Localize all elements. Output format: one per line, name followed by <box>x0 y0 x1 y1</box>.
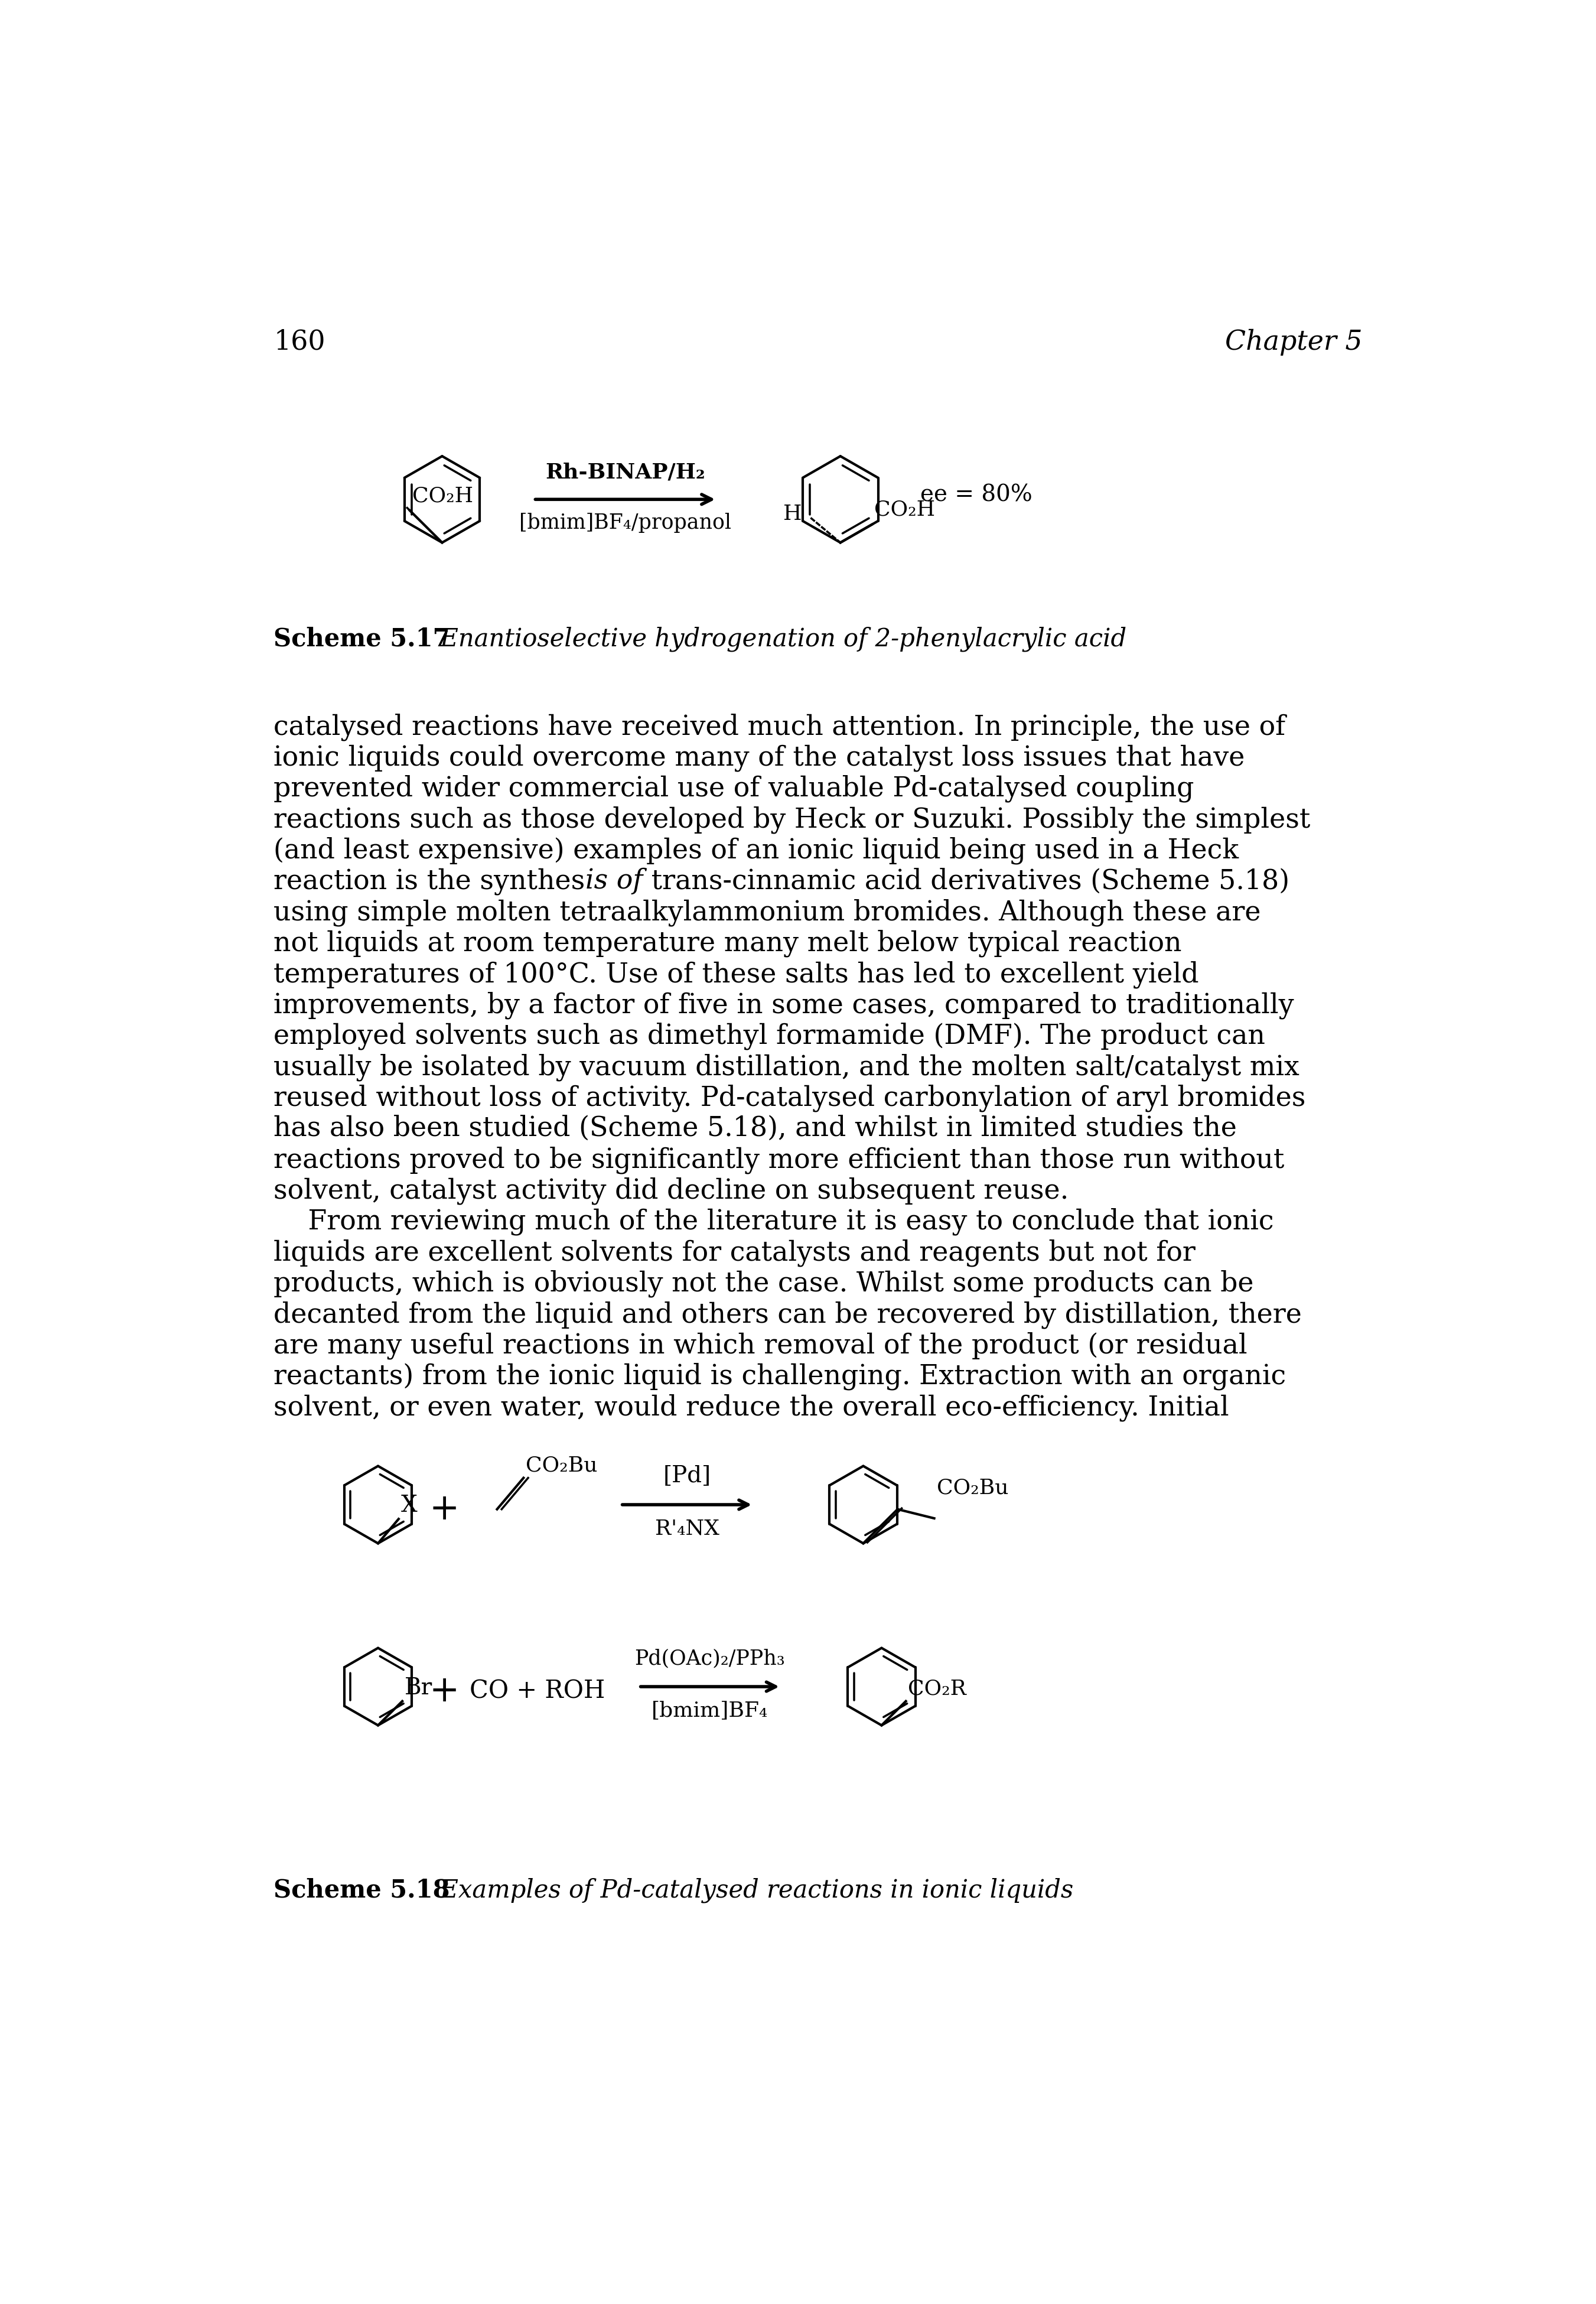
Text: CO₂Bu: CO₂Bu <box>937 1477 1009 1498</box>
Text: products, which is obviously not the case. Whilst some products can be: products, which is obviously not the cas… <box>273 1270 1254 1297</box>
Text: CO + ROH: CO + ROH <box>469 1680 605 1703</box>
Text: ee = 80%: ee = 80% <box>921 484 1033 507</box>
Text: Chapter 5: Chapter 5 <box>1224 329 1363 355</box>
Text: From reviewing much of the literature it is easy to conclude that ionic: From reviewing much of the literature it… <box>273 1207 1274 1235</box>
Text: liquids are excellent solvents for catalysts and reagents but not for: liquids are excellent solvents for catal… <box>273 1240 1195 1267</box>
Text: Br: Br <box>405 1677 433 1698</box>
Text: is of: is of <box>586 869 643 894</box>
Text: (and least expensive) examples of an ionic liquid being used in a Heck: (and least expensive) examples of an ion… <box>273 836 1238 864</box>
Text: Pd(OAc)₂/PPh₃: Pd(OAc)₂/PPh₃ <box>635 1647 785 1668</box>
Text: Rh-BINAP/H₂: Rh-BINAP/H₂ <box>546 463 705 482</box>
Text: reactions such as those developed by Heck or Suzuki. Possibly the simplest: reactions such as those developed by Hec… <box>273 806 1310 834</box>
Text: usually be isolated by vacuum distillation, and the molten salt/catalyst mix: usually be isolated by vacuum distillati… <box>273 1053 1299 1081</box>
Text: +: + <box>429 1491 460 1528</box>
Text: +: + <box>429 1673 460 1710</box>
Text: are many useful reactions in which removal of the product (or residual: are many useful reactions in which remov… <box>273 1332 1248 1359</box>
Text: CO₂R: CO₂R <box>908 1680 967 1698</box>
Text: not liquids at room temperature many melt below typical reaction: not liquids at room temperature many mel… <box>273 931 1181 956</box>
Text: reactions proved to be significantly more efficient than those run without: reactions proved to be significantly mor… <box>273 1145 1285 1173</box>
Text: using simple molten tetraalkylammonium bromides. Although these are: using simple molten tetraalkylammonium b… <box>273 899 1261 926</box>
Text: reaction is the synthes: reaction is the synthes <box>273 869 586 894</box>
Text: [Pd]: [Pd] <box>662 1465 712 1486</box>
Text: has also been studied (Scheme 5.18), and whilst in limited studies the: has also been studied (Scheme 5.18), and… <box>273 1115 1237 1143</box>
Text: X: X <box>401 1495 417 1516</box>
Text: CO₂H: CO₂H <box>412 486 472 507</box>
Text: ionic liquids could overcome many of the catalyst loss issues that have: ionic liquids could overcome many of the… <box>273 744 1245 772</box>
Text: reactants) from the ionic liquid is challenging. Extraction with an organic: reactants) from the ionic liquid is chal… <box>273 1362 1286 1389</box>
Text: catalysed reactions have received much attention. In principle, the use of: catalysed reactions have received much a… <box>273 714 1285 740</box>
Text: solvent, or even water, would reduce the overall eco-efficiency. Initial: solvent, or even water, would reduce the… <box>273 1394 1229 1422</box>
Text: [bmim]BF₄/propanol: [bmim]BF₄/propanol <box>519 514 731 532</box>
Text: R'₄NX: R'₄NX <box>654 1518 720 1539</box>
Text: solvent, catalyst activity did decline on subsequent reuse.: solvent, catalyst activity did decline o… <box>273 1177 1069 1205</box>
Text: Scheme 5.17: Scheme 5.17 <box>273 627 450 652</box>
Text: Examples of Pd-catalysed reactions in ionic liquids: Examples of Pd-catalysed reactions in io… <box>425 1878 1074 1903</box>
Text: improvements, by a factor of five in some cases, compared to traditionally: improvements, by a factor of five in som… <box>273 991 1294 1018</box>
Text: CO₂H: CO₂H <box>875 500 935 521</box>
Text: temperatures of 100°C. Use of these salts has led to excellent yield: temperatures of 100°C. Use of these salt… <box>273 961 1199 988</box>
Text: [bmim]BF₄: [bmim]BF₄ <box>651 1700 768 1721</box>
Text: employed solvents such as dimethyl formamide (DMF). The product can: employed solvents such as dimethyl forma… <box>273 1023 1266 1051</box>
Text: H: H <box>784 505 801 523</box>
Text: reused without loss of activity. Pd-catalysed carbonylation of aryl bromides: reused without loss of activity. Pd-cata… <box>273 1085 1306 1113</box>
Text: CO₂Bu: CO₂Bu <box>525 1456 597 1475</box>
Text: decanted from the liquid and others can be recovered by distillation, there: decanted from the liquid and others can … <box>273 1302 1302 1329</box>
Text: Scheme 5.18: Scheme 5.18 <box>273 1878 450 1903</box>
Text: Enantioselective hydrogenation of 2-phenylacrylic acid: Enantioselective hydrogenation of 2-phen… <box>425 627 1127 652</box>
Text: 160: 160 <box>273 329 326 355</box>
Text: trans-cinnamic acid derivatives (Scheme 5.18): trans-cinnamic acid derivatives (Scheme … <box>643 869 1290 894</box>
Text: prevented wider commercial use of valuable Pd-catalysed coupling: prevented wider commercial use of valuab… <box>273 774 1194 802</box>
